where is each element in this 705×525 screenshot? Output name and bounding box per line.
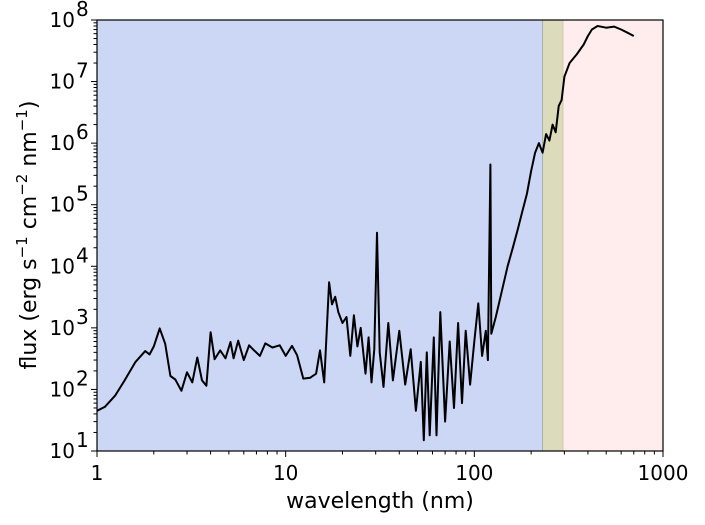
y-tick-exponent: 7 — [76, 59, 89, 83]
x-tick-label: 1000 — [638, 461, 689, 485]
wavelength-bands — [97, 20, 663, 451]
y-axis-label-main: flux (erg s — [17, 258, 42, 369]
y-tick-exponent: 6 — [76, 120, 89, 144]
y-tick-label: 10 — [50, 193, 75, 217]
x-tick-label: 10 — [273, 461, 298, 485]
y-axis-label: flux (erg s−1 cm−2 nm−1) — [13, 101, 42, 370]
y-tick-label: 10 — [50, 131, 75, 155]
band-1 — [542, 20, 563, 451]
y-tick-label: 10 — [50, 70, 75, 94]
y-axis-label-exp1: −1 — [13, 236, 31, 258]
band-0 — [97, 20, 543, 451]
flux-spectrum-line — [96, 25, 635, 442]
x-axis-ticks: 1 10 100 1000 — [91, 451, 689, 485]
y-tick-label: 10 — [50, 316, 75, 340]
y-axis-label-mid2: nm — [17, 131, 42, 173]
y-tick-label: 10 — [50, 254, 75, 278]
y-tick-label: 10 — [50, 8, 75, 32]
y-tick-label: 10 — [50, 439, 75, 463]
y-tick-exponent: 2 — [76, 366, 89, 390]
y-tick-label: 10 — [50, 377, 75, 401]
y-axis-label-exp3: −1 — [13, 109, 31, 131]
y-tick-exponent: 4 — [76, 243, 89, 267]
band-2 — [562, 20, 663, 451]
y-axis-label-exp2: −2 — [13, 174, 31, 196]
y-axis-label-mid1: cm — [17, 196, 42, 237]
x-tick-label: 100 — [455, 461, 493, 485]
y-axis-label-end: ) — [17, 101, 42, 110]
y-tick-exponent: 5 — [76, 182, 89, 206]
plot-frame — [96, 19, 664, 452]
y-tick-exponent: 3 — [76, 305, 89, 329]
y-tick-exponent: 1 — [76, 428, 89, 452]
x-tick-label: 1 — [91, 461, 104, 485]
y-tick-exponent: 8 — [76, 0, 89, 21]
x-axis-label: wavelength (nm) — [286, 489, 474, 514]
